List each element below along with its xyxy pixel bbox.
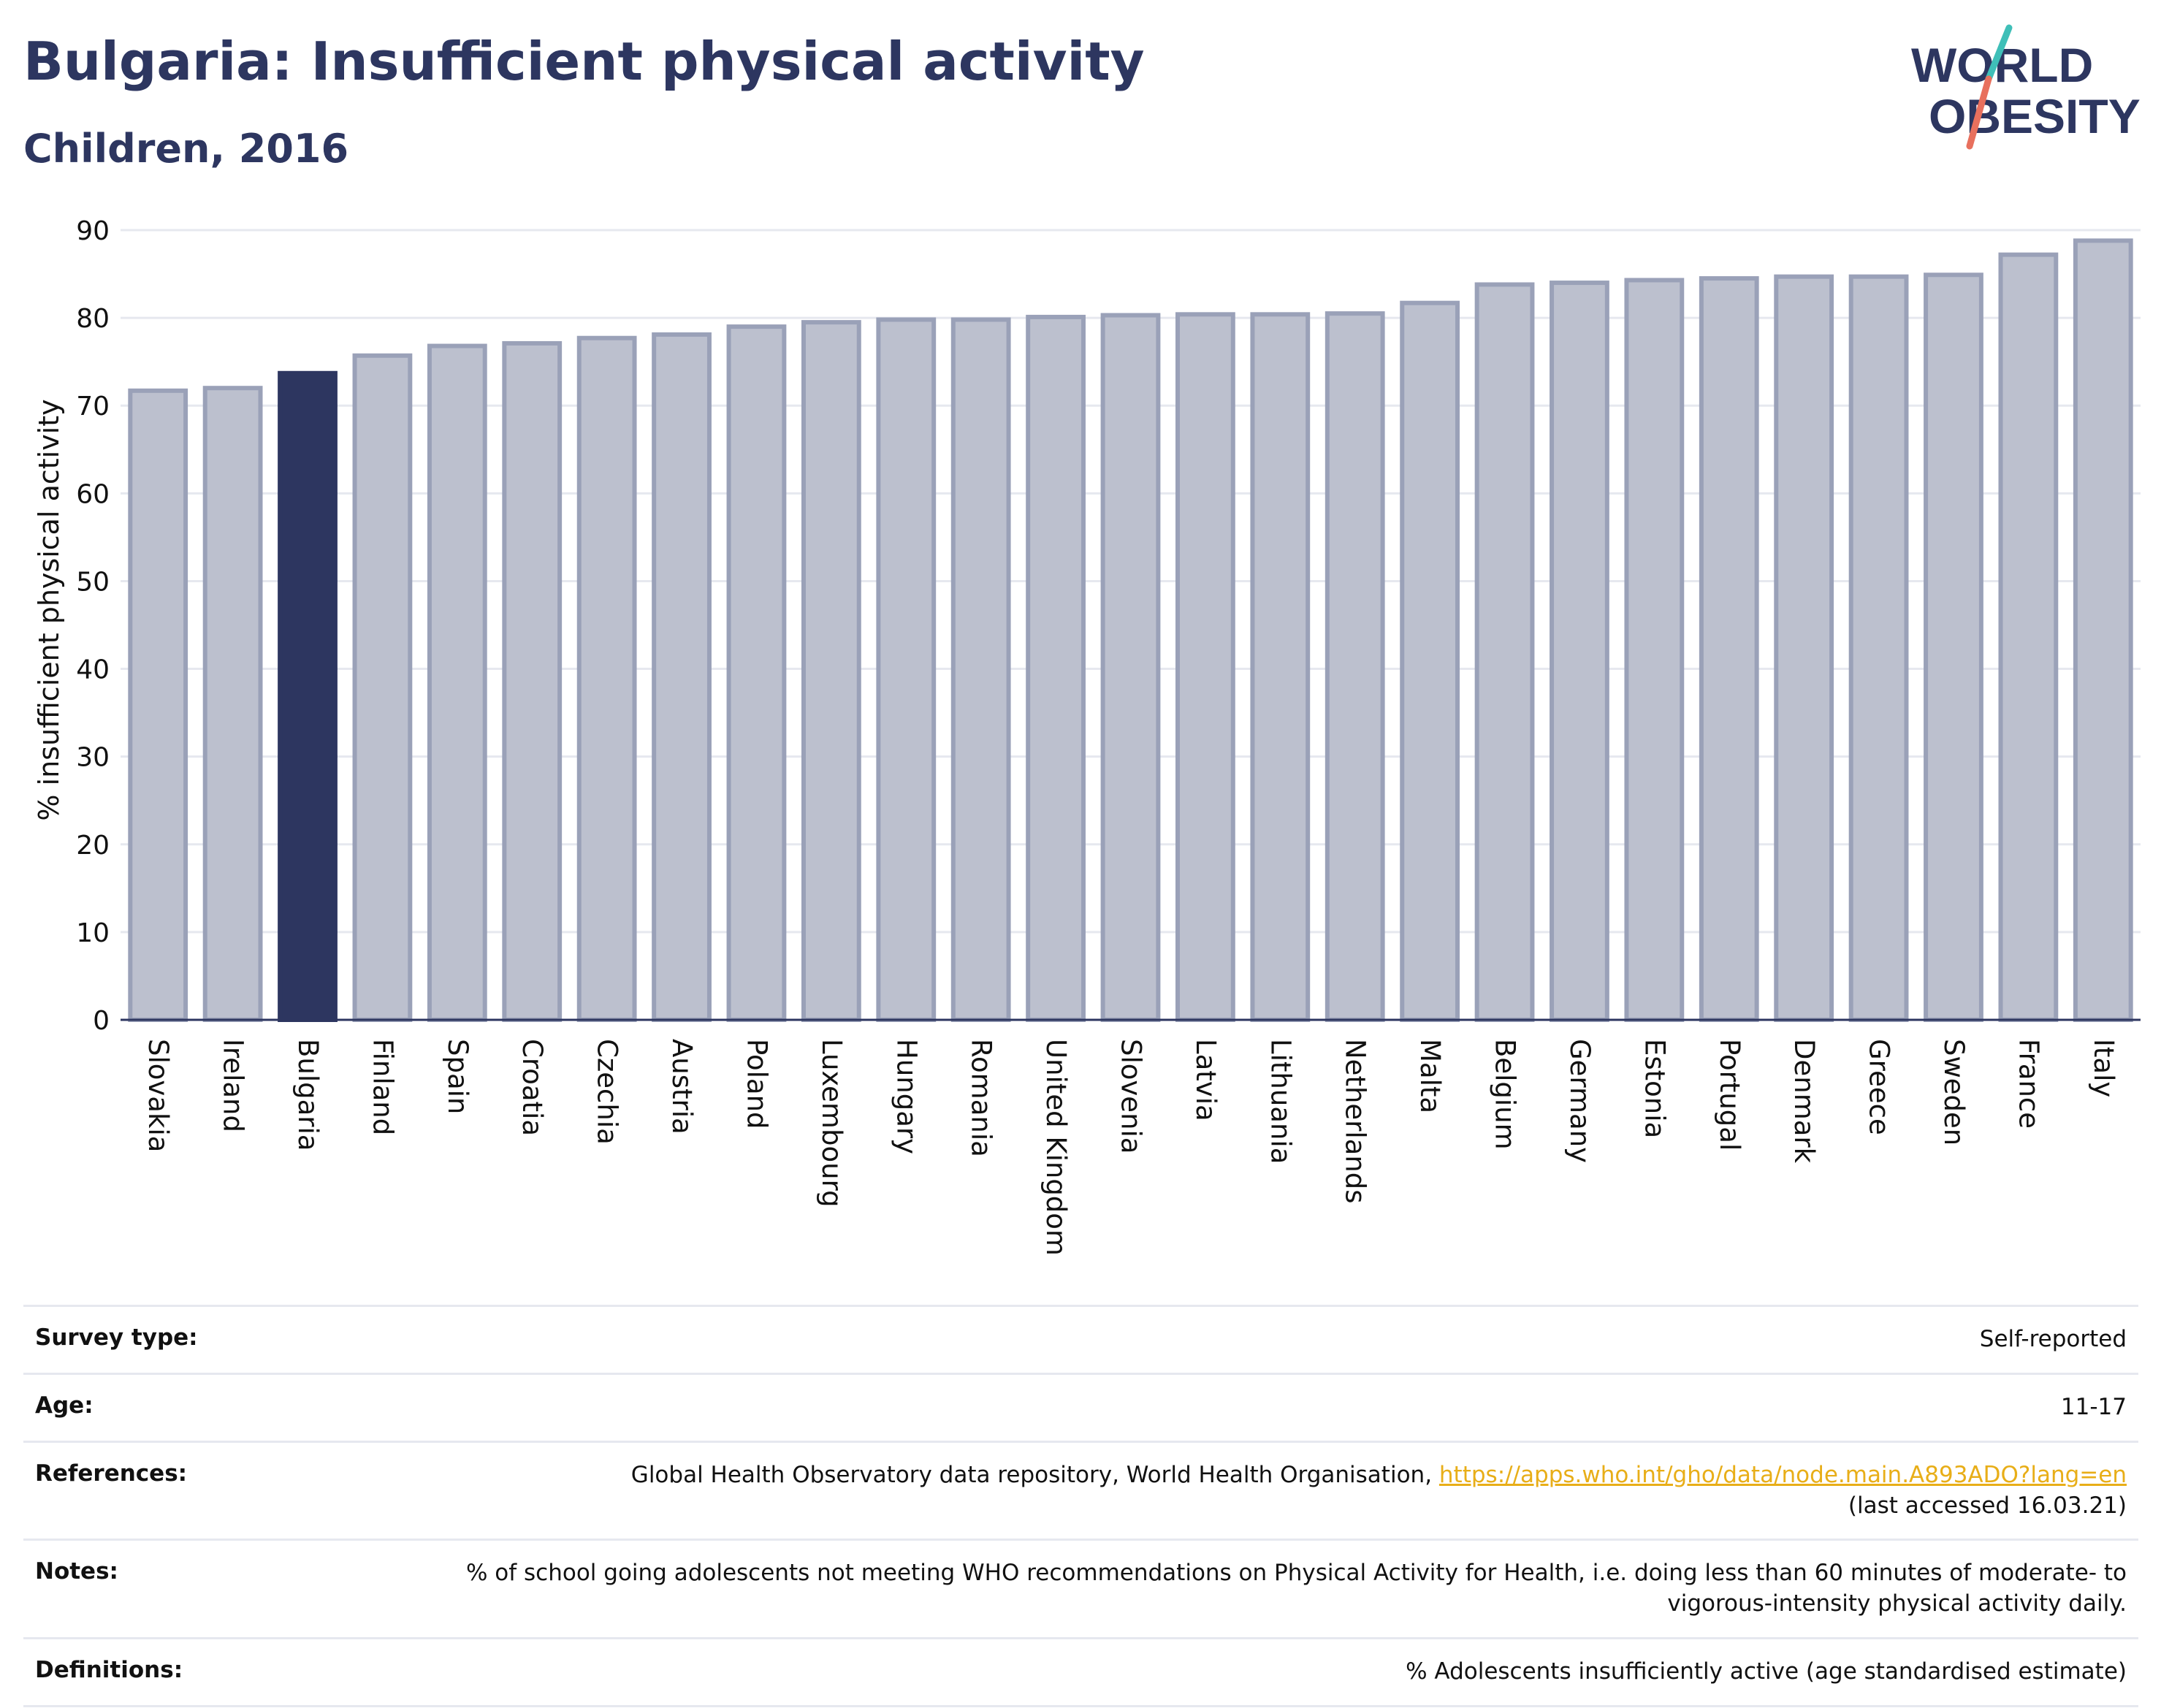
logo-slash-teal: [1985, 24, 2013, 83]
bar-united-kingdom: [1026, 314, 1086, 1023]
x-tick-label: Luxembourg: [816, 1039, 847, 1208]
page-subtitle: Children, 2016: [23, 126, 349, 172]
metadata-table: Survey type: Self-reported Age: 11-17 Re…: [23, 1305, 2138, 1707]
logo-line2: OBESITY: [1929, 89, 2141, 143]
y-tick-label: 40: [76, 655, 110, 685]
bar-hungary: [876, 317, 937, 1023]
x-tick-label: France: [2013, 1039, 2044, 1129]
bar-finland: [352, 353, 413, 1022]
bar-estonia: [1624, 278, 1685, 1023]
page-title: Bulgaria: Insufficient physical activity: [23, 31, 1145, 92]
bar-italy: [2073, 238, 2133, 1022]
bar-portugal: [1699, 276, 1759, 1022]
meta-row-notes: Notes: % of school going adolescents not…: [23, 1539, 2138, 1639]
meta-label: Age:: [23, 1372, 412, 1442]
meta-value: Self-reported: [412, 1305, 2138, 1374]
x-tick-label: Romania: [966, 1039, 997, 1157]
meta-row-survey-type: Survey type: Self-reported: [23, 1305, 2138, 1374]
bar-croatia: [502, 340, 563, 1022]
x-tick-label: Denmark: [1788, 1039, 1820, 1164]
y-tick-label: 0: [93, 1006, 110, 1036]
y-tick-label: 80: [76, 304, 110, 334]
bar-belgium: [1474, 282, 1535, 1023]
bar-czechia: [576, 335, 637, 1022]
x-tick-label: Lithuania: [1265, 1039, 1296, 1164]
y-tick-label: 30: [76, 743, 110, 773]
bar-greece: [1848, 274, 1909, 1022]
x-tick-label: United Kingdom: [1040, 1039, 1072, 1256]
bar-luxembourg: [801, 320, 861, 1023]
logo-slash-red: [1966, 75, 1992, 150]
y-tick-label: 50: [76, 567, 110, 597]
bar-denmark: [1774, 274, 1834, 1022]
x-tick-label: Malta: [1414, 1039, 1446, 1113]
x-tick-label: Austria: [666, 1039, 698, 1135]
bar-bulgaria: [278, 370, 338, 1022]
y-tick-label: 20: [76, 831, 110, 861]
x-tick-label: Slovakia: [142, 1039, 174, 1152]
bar-slovenia: [1100, 313, 1161, 1023]
reference-link[interactable]: https://apps.who.int/gho/data/node.main.…: [1438, 1461, 2127, 1488]
x-tick-label: Hungary: [891, 1039, 922, 1154]
chart-axes: 0 10 20 30 40 50 60 70 80 90 Slovakia Ireland Bulgar…: [76, 216, 2141, 1256]
x-tick-label: Germany: [1564, 1039, 1596, 1163]
x-tick-label: Latvia: [1190, 1039, 1221, 1121]
bar-malta: [1400, 300, 1460, 1023]
bar-netherlands: [1325, 311, 1385, 1023]
bar-france: [1998, 252, 2059, 1022]
x-tick-label: Portugal: [1714, 1039, 1745, 1151]
y-axis-label: % insufficient physical activity: [33, 399, 65, 820]
bar-latvia: [1175, 312, 1235, 1023]
bar-poland: [726, 324, 787, 1023]
bar-austria: [652, 332, 712, 1022]
meta-row-age: Age: 11-17: [23, 1372, 2138, 1442]
x-tick-label: Slovenia: [1116, 1039, 1147, 1154]
bar-romania: [950, 317, 1011, 1023]
x-tick-label: Poland: [741, 1039, 772, 1129]
meta-value: % Adolescents insufficiently active (age…: [412, 1637, 2138, 1707]
x-tick-label: Bulgaria: [292, 1039, 324, 1151]
meta-row-definitions: Definitions: % Adolescents insufficientl…: [23, 1637, 2138, 1707]
y-tick-label: 70: [76, 392, 110, 422]
world-obesity-logo: WORLD OBESITY: [1911, 24, 2141, 150]
bar-sweden: [1924, 272, 1983, 1022]
x-tick-label: Estonia: [1639, 1039, 1670, 1138]
bar-lithuania: [1250, 312, 1311, 1023]
x-tick-label: Croatia: [517, 1039, 548, 1136]
meta-value: Global Health Observatory data repositor…: [412, 1440, 2138, 1540]
chart-bars: [128, 238, 2133, 1023]
x-tick-label: Spain: [442, 1039, 473, 1114]
bar-chart: 0 10 20 30 40 50 60 70 80 90 Slovakia Ireland Bulgar…: [33, 216, 2141, 1256]
y-tick-label: 60: [76, 479, 110, 509]
x-tick-label: Belgium: [1490, 1039, 1521, 1150]
x-tick-label: Sweden: [1938, 1039, 1970, 1145]
x-tick-label: Netherlands: [1340, 1039, 1371, 1204]
y-tick-label: 90: [76, 216, 110, 246]
meta-label: Survey type:: [23, 1305, 412, 1374]
x-tick-label: Greece: [1864, 1039, 1895, 1135]
meta-value: % of school going adolescents not meetin…: [412, 1539, 2138, 1639]
bar-ireland: [202, 386, 263, 1022]
meta-row-references: References: Global Health Observatory da…: [23, 1440, 2138, 1540]
x-tick-label: Italy: [2088, 1039, 2119, 1097]
y-tick-label: 10: [76, 918, 110, 948]
reference-accessed: (last accessed 16.03.21): [1848, 1492, 2127, 1519]
reference-text: Global Health Observatory data repositor…: [630, 1461, 1439, 1488]
x-tick-label: Finland: [367, 1039, 398, 1135]
x-tick-label: Ireland: [218, 1039, 249, 1132]
meta-label: Definitions:: [23, 1637, 412, 1707]
meta-label: References:: [23, 1440, 412, 1540]
bar-germany: [1550, 281, 1609, 1023]
bar-spain: [427, 343, 487, 1022]
meta-label: Notes:: [23, 1539, 412, 1639]
bar-slovakia: [128, 388, 188, 1022]
x-tick-label: Czechia: [592, 1039, 623, 1145]
meta-value: 11-17: [412, 1372, 2138, 1442]
